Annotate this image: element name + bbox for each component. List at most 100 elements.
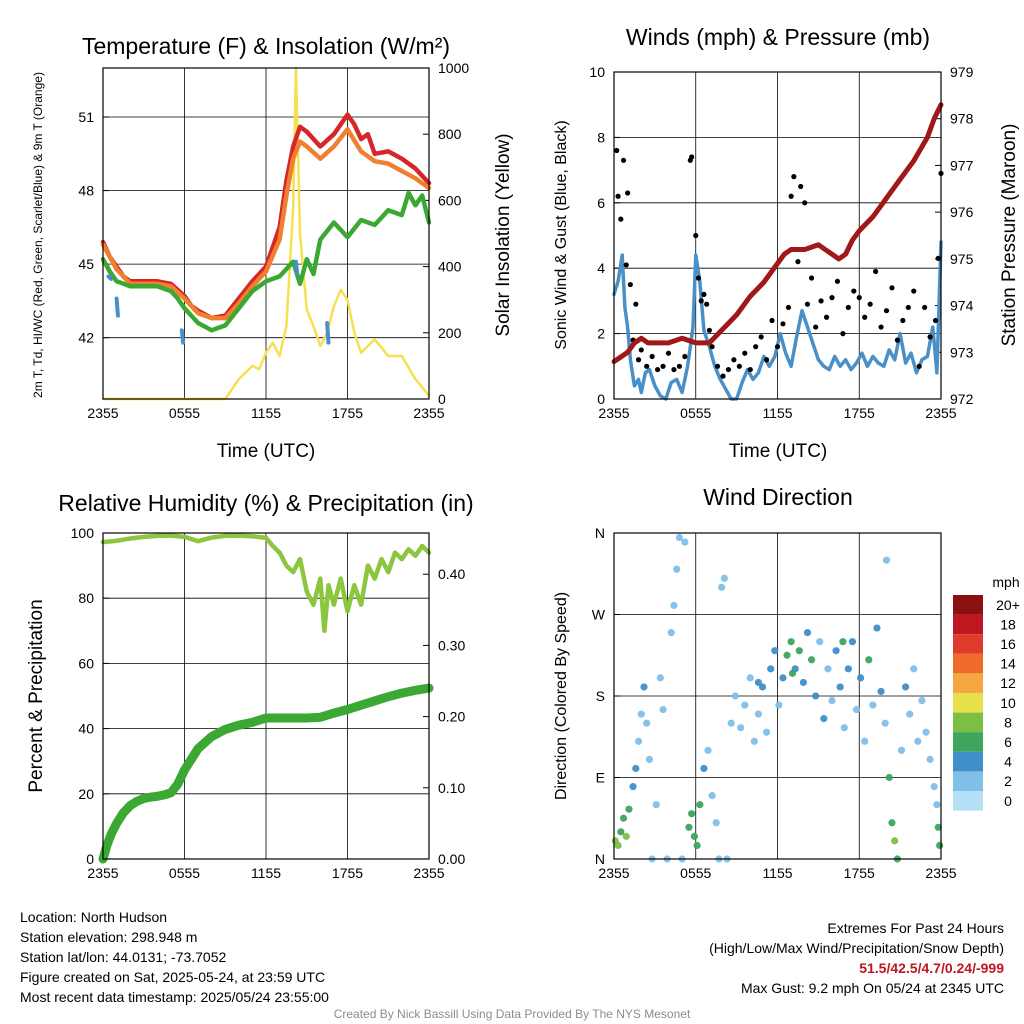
winds-ytick-label: 8 <box>597 129 605 145</box>
colorbar-label: 20+ <box>996 597 1020 613</box>
pressure-line <box>611 102 944 365</box>
temperature-xtick-label: 1755 <box>332 405 363 421</box>
direction-point <box>934 823 942 831</box>
winds-xtick-label: 2355 <box>925 405 956 421</box>
direction-point <box>865 656 873 664</box>
humidity-ytick-label: 100 <box>71 525 95 541</box>
direction-point <box>926 755 934 763</box>
humidity-y2tick-label: 0.00 <box>438 851 465 867</box>
direction-point <box>693 841 701 850</box>
direction-point <box>688 810 696 818</box>
temperature-y2tick-label: 1000 <box>438 60 469 76</box>
direction-point <box>673 565 681 573</box>
winds-xtick-label: 1755 <box>844 405 875 421</box>
winds-xlabel: Time (UTC) <box>729 441 828 462</box>
direction-point <box>656 674 664 682</box>
colorbar-label: 12 <box>1000 675 1016 691</box>
direction-xtick-label: 1155 <box>762 865 792 881</box>
gust-point <box>829 295 835 301</box>
winds-xtick-label: 2355 <box>598 405 629 421</box>
direction-point <box>614 841 622 850</box>
humidity-y2tick-label: 0.40 <box>438 566 465 582</box>
direction-point <box>930 782 938 791</box>
colorbar-swatch <box>953 653 983 674</box>
winds-ylabel-right: Station Pressure (Maroon) <box>999 124 1020 347</box>
direction-point <box>617 828 625 836</box>
temperature-xtick-label: 2355 <box>413 405 444 421</box>
gust-point <box>655 366 661 373</box>
gust-point <box>791 174 797 180</box>
winds-ytick-label: 6 <box>597 195 605 211</box>
direction-xtick-label: 1755 <box>844 865 875 881</box>
gust-point <box>671 366 677 373</box>
gust-point <box>665 350 672 356</box>
humidity-y2tick-label: 0.20 <box>438 709 465 725</box>
direction-point <box>690 832 698 840</box>
windchill-segment <box>293 259 300 276</box>
gust-point <box>698 298 704 304</box>
direction-point <box>788 669 797 677</box>
direction-point <box>933 801 941 809</box>
gust-point <box>706 327 712 333</box>
colorbar-swatch <box>953 751 983 772</box>
direction-point <box>741 701 749 709</box>
extremes-title: Extremes For Past 24 Hours <box>827 920 1004 936</box>
direction-point <box>918 696 926 705</box>
figure-created: Figure created on Sat, 2025-05-24, at 23… <box>20 969 326 985</box>
winds-y2tick-label: 975 <box>950 251 974 267</box>
gust-point <box>714 363 721 369</box>
direction-point <box>897 746 906 754</box>
direction-point <box>914 737 922 745</box>
temperature-xtick-label: 2355 <box>87 405 118 421</box>
humidity-ylabel-left: Percent & Precipitation <box>26 599 47 792</box>
winds-y2tick-label: 973 <box>950 344 974 360</box>
direction-point <box>877 687 885 696</box>
colorbar-label: 10 <box>1000 695 1016 711</box>
max-gust: Max Gust: 9.2 mph On 05/24 at 2345 UTC <box>740 980 1004 996</box>
windchill-segment <box>325 320 331 345</box>
direction-point <box>901 683 910 691</box>
credit-line: Created By Nick Bassill Using Data Provi… <box>333 1007 691 1021</box>
gust-point <box>851 288 857 294</box>
direction-point <box>795 647 803 655</box>
gust-point <box>878 324 884 330</box>
gust-point <box>623 262 629 268</box>
gust-point <box>808 275 815 281</box>
direction-point <box>936 841 944 850</box>
direction-point <box>779 674 787 682</box>
colorbar-label: 4 <box>1004 754 1012 770</box>
gust-point <box>916 363 922 369</box>
direction-point <box>844 665 852 673</box>
humidity-xtick-label: 1155 <box>251 865 281 881</box>
gust-point <box>834 278 841 284</box>
humidity-ytick-label: 0 <box>86 851 94 867</box>
gust-point <box>935 255 941 261</box>
gust-point <box>900 317 906 324</box>
direction-point <box>652 801 660 809</box>
direction-point <box>619 814 628 822</box>
direction-point <box>763 728 771 736</box>
direction-point <box>754 710 763 718</box>
humidity-panel: Relative Humidity (%) & Precipitation (i… <box>26 490 474 881</box>
colorbar-swatch <box>953 712 983 733</box>
extremes-subtitle: (High/Low/Max Wind/Precipitation/Snow De… <box>709 940 1004 956</box>
direction-point <box>832 647 840 655</box>
direction-point <box>807 656 816 664</box>
gust-point <box>889 285 895 291</box>
direction-point <box>700 764 708 773</box>
temperature-xlabel: Time (UTC) <box>217 441 316 462</box>
gust-point <box>823 314 830 320</box>
colorbar-swatch <box>953 614 983 635</box>
precip-line <box>98 683 434 864</box>
gust-point <box>802 200 808 206</box>
gust-point <box>932 317 939 324</box>
temperature-grid <box>102 68 430 399</box>
direction-ytick-label: W <box>592 607 606 623</box>
direction-point <box>720 574 728 582</box>
direction-xtick-label: 2355 <box>598 865 629 881</box>
gust-point <box>774 344 781 350</box>
direction-point <box>625 805 633 813</box>
direction-point <box>812 692 820 700</box>
gust-point <box>927 334 933 340</box>
gust-point <box>736 363 742 369</box>
